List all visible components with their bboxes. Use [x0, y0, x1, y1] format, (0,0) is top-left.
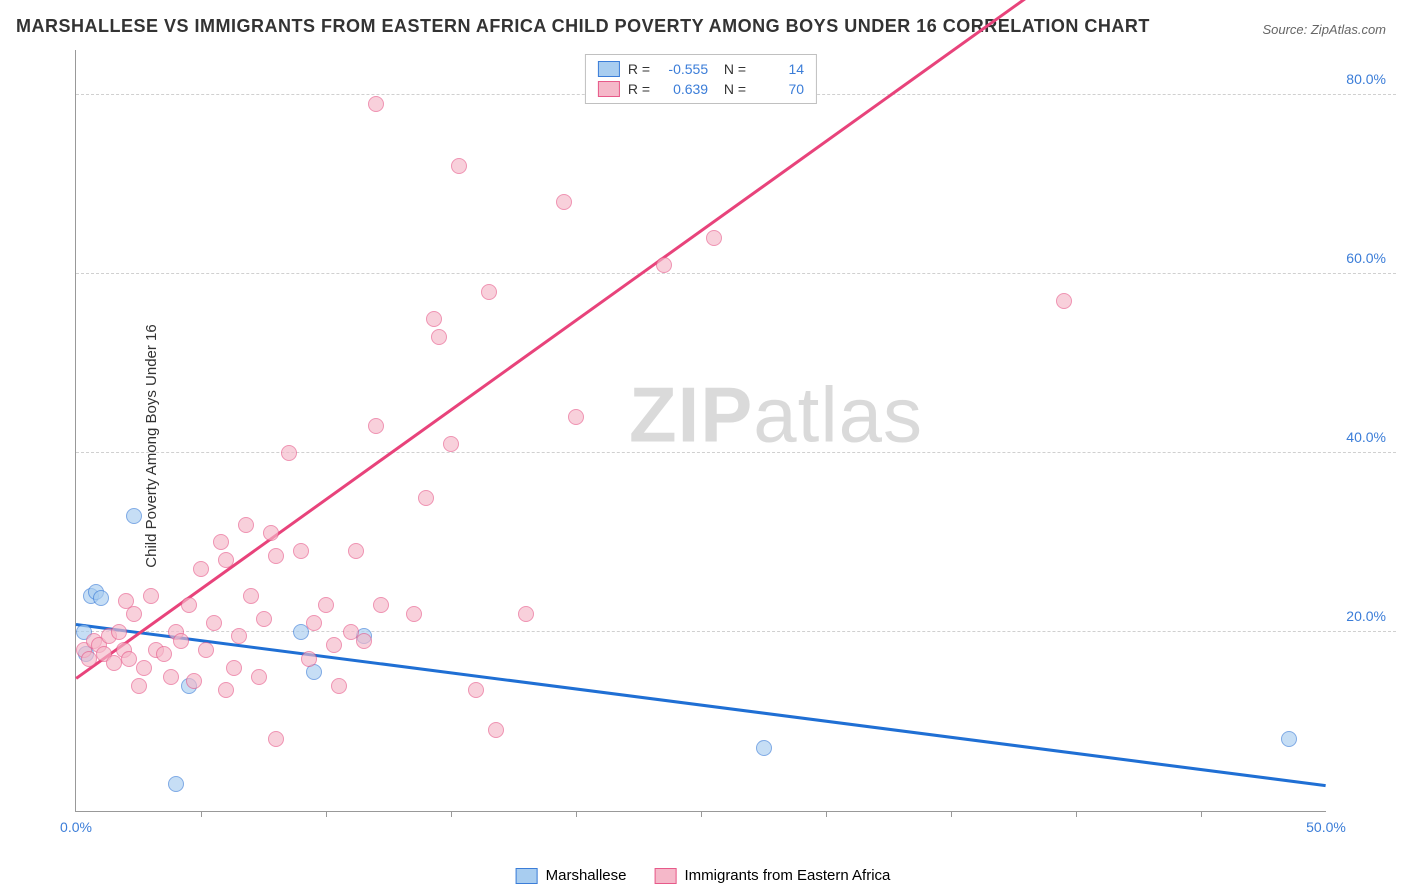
x-tick-label: 0.0%: [60, 819, 92, 835]
source-attribution: Source: ZipAtlas.com: [1262, 22, 1386, 37]
data-point: [126, 508, 142, 524]
data-point: [568, 409, 584, 425]
data-point: [193, 561, 209, 577]
data-point: [198, 642, 214, 658]
data-point: [121, 651, 137, 667]
x-minor-tick: [576, 811, 577, 817]
data-point: [1281, 731, 1297, 747]
gridline: [76, 631, 1396, 632]
swatch-icon: [654, 868, 676, 884]
legend-row-eastern-africa: R =0.639 N =70: [598, 79, 804, 99]
gridline: [76, 452, 1396, 453]
data-point: [656, 257, 672, 273]
data-point: [131, 678, 147, 694]
watermark: ZIPatlas: [629, 370, 923, 461]
trend-line: [75, 0, 1076, 679]
data-point: [226, 660, 242, 676]
data-point: [263, 525, 279, 541]
x-minor-tick: [1201, 811, 1202, 817]
x-minor-tick: [326, 811, 327, 817]
data-point: [268, 731, 284, 747]
x-tick-label: 50.0%: [1306, 819, 1346, 835]
y-tick-label: 20.0%: [1346, 608, 1386, 624]
correlation-legend: R =-0.555 N =14 R =0.639 N =70: [585, 54, 817, 104]
chart-title: MARSHALLESE VS IMMIGRANTS FROM EASTERN A…: [16, 16, 1150, 37]
data-point: [156, 646, 172, 662]
data-point: [406, 606, 422, 622]
data-point: [301, 651, 317, 667]
chart-container: Child Poverty Among Boys Under 16 ZIPatl…: [45, 50, 1396, 842]
y-tick-label: 40.0%: [1346, 429, 1386, 445]
data-point: [93, 590, 109, 606]
data-point: [348, 543, 364, 559]
trend-line: [76, 623, 1326, 787]
data-point: [368, 96, 384, 112]
data-point: [318, 597, 334, 613]
data-point: [238, 517, 254, 533]
x-minor-tick: [1076, 811, 1077, 817]
y-tick-label: 60.0%: [1346, 250, 1386, 266]
data-point: [268, 548, 284, 564]
data-point: [373, 597, 389, 613]
legend-row-marshallese: R =-0.555 N =14: [598, 59, 804, 79]
data-point: [468, 682, 484, 698]
data-point: [111, 624, 127, 640]
data-point: [293, 543, 309, 559]
data-point: [331, 678, 347, 694]
data-point: [488, 722, 504, 738]
data-point: [168, 776, 184, 792]
data-point: [186, 673, 202, 689]
data-point: [443, 436, 459, 452]
x-minor-tick: [701, 811, 702, 817]
data-point: [243, 588, 259, 604]
data-point: [756, 740, 772, 756]
data-point: [418, 490, 434, 506]
swatch-icon: [598, 61, 620, 77]
swatch-icon: [598, 81, 620, 97]
data-point: [181, 597, 197, 613]
data-point: [256, 611, 272, 627]
data-point: [81, 651, 97, 667]
data-point: [106, 655, 122, 671]
legend-item-marshallese: Marshallese: [516, 867, 627, 884]
data-point: [431, 329, 447, 345]
data-point: [518, 606, 534, 622]
swatch-icon: [516, 868, 538, 884]
data-point: [451, 158, 467, 174]
data-point: [163, 669, 179, 685]
data-point: [481, 284, 497, 300]
data-point: [426, 311, 442, 327]
data-point: [356, 633, 372, 649]
data-point: [368, 418, 384, 434]
data-point: [326, 637, 342, 653]
x-minor-tick: [201, 811, 202, 817]
data-point: [218, 552, 234, 568]
data-point: [143, 588, 159, 604]
legend-item-eastern-africa: Immigrants from Eastern Africa: [654, 867, 890, 884]
data-point: [231, 628, 247, 644]
x-minor-tick: [951, 811, 952, 817]
data-point: [251, 669, 267, 685]
series-legend: Marshallese Immigrants from Eastern Afri…: [516, 867, 891, 884]
x-minor-tick: [826, 811, 827, 817]
data-point: [213, 534, 229, 550]
data-point: [281, 445, 297, 461]
data-point: [556, 194, 572, 210]
data-point: [206, 615, 222, 631]
data-point: [173, 633, 189, 649]
data-point: [136, 660, 152, 676]
y-tick-label: 80.0%: [1346, 71, 1386, 87]
gridline: [76, 273, 1396, 274]
data-point: [126, 606, 142, 622]
x-minor-tick: [451, 811, 452, 817]
data-point: [218, 682, 234, 698]
data-point: [306, 615, 322, 631]
plot-area: ZIPatlas R =-0.555 N =14 R =0.639 N =70 …: [75, 50, 1326, 812]
data-point: [706, 230, 722, 246]
data-point: [1056, 293, 1072, 309]
